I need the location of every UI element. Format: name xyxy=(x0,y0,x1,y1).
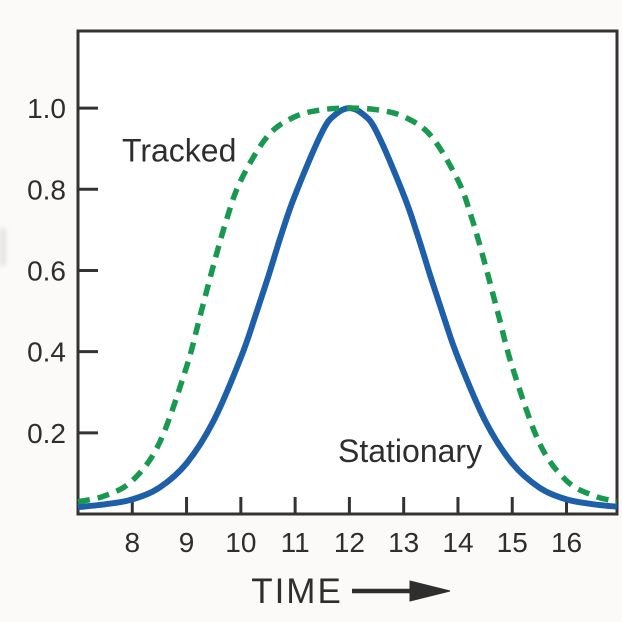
annotation-tracked: Tracked xyxy=(122,132,236,168)
x-tick-label: 16 xyxy=(551,527,582,558)
series-annotations: Tracked Stationary xyxy=(122,132,482,469)
x-tick-label: 8 xyxy=(124,527,140,558)
left-edge-crop-artifact xyxy=(0,228,6,266)
y-tick-label: 0.6 xyxy=(27,255,66,286)
x-axis-title: TIME xyxy=(251,572,343,611)
x-tick-label: 13 xyxy=(388,527,419,558)
time-arrow-icon xyxy=(352,580,451,602)
y-tick-label: 0.2 xyxy=(27,418,66,449)
series-curves xyxy=(77,105,618,511)
y-tick-label: 0.4 xyxy=(27,337,66,368)
x-tick-label: 15 xyxy=(497,527,528,558)
x-tick-label: 14 xyxy=(442,527,473,558)
x-tick-label: 11 xyxy=(281,527,310,558)
x-tick-label: 12 xyxy=(334,527,365,558)
y-tick-label: 0.8 xyxy=(27,174,66,205)
x-tick-label: 9 xyxy=(179,527,195,558)
annotation-stationary: Stationary xyxy=(338,433,482,469)
series-line-tracked xyxy=(77,105,618,505)
y-tick-label: 1.0 xyxy=(27,93,66,124)
axis-tick-labels: 0.2 0.4 0.6 0.8 1.0 8 9 10 11 12 13 14 15 16 xyxy=(27,93,582,558)
plot-frame xyxy=(76,29,619,516)
x-tick-label: 10 xyxy=(225,527,256,558)
